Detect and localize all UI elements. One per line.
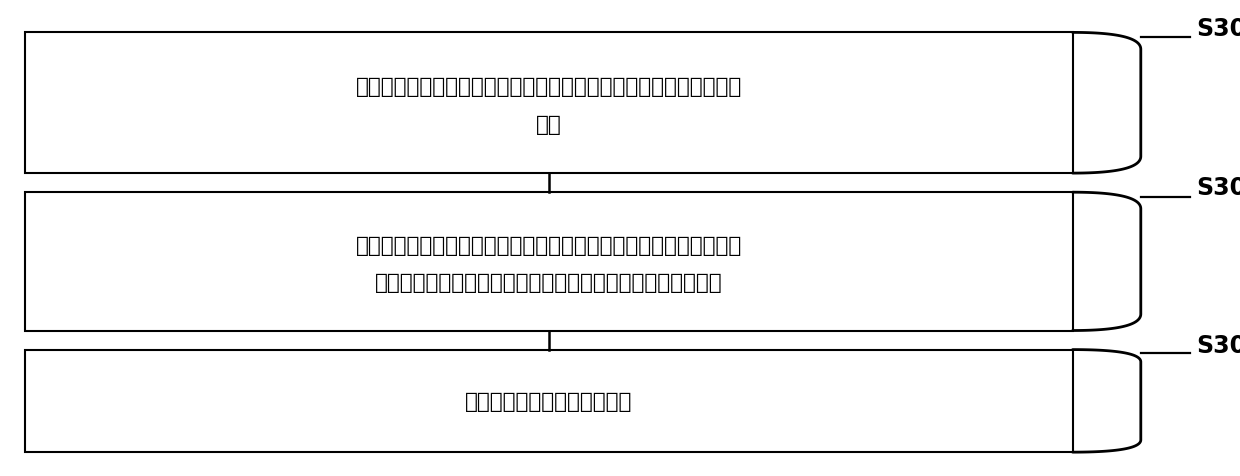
FancyBboxPatch shape	[25, 33, 1073, 174]
Text: S302: S302	[1197, 176, 1240, 200]
Text: S301: S301	[1197, 17, 1240, 40]
Text: 在第一金属层上沉积第二金属层，采用双色调掩膜版图案化第一金属: 在第一金属层上沉积第二金属层，采用双色调掩膜版图案化第一金属	[356, 235, 742, 255]
Text: 层和第二金属层以通过一次构图工艺形成有源岛和金属缓冲层: 层和第二金属层以通过一次构图工艺形成有源岛和金属缓冲层	[374, 273, 723, 292]
Text: 源层: 源层	[536, 115, 562, 135]
FancyBboxPatch shape	[25, 193, 1073, 331]
FancyBboxPatch shape	[25, 350, 1073, 452]
Text: 在金属缓冲层上形成源漏电极: 在金属缓冲层上形成源漏电极	[465, 391, 632, 411]
Text: 在衬底基板上依次形成遗光层、覆盖遗光层的第一缓冲层以及沉积有: 在衬底基板上依次形成遗光层、覆盖遗光层的第一缓冲层以及沉积有	[356, 77, 742, 97]
Text: S303: S303	[1197, 333, 1240, 357]
